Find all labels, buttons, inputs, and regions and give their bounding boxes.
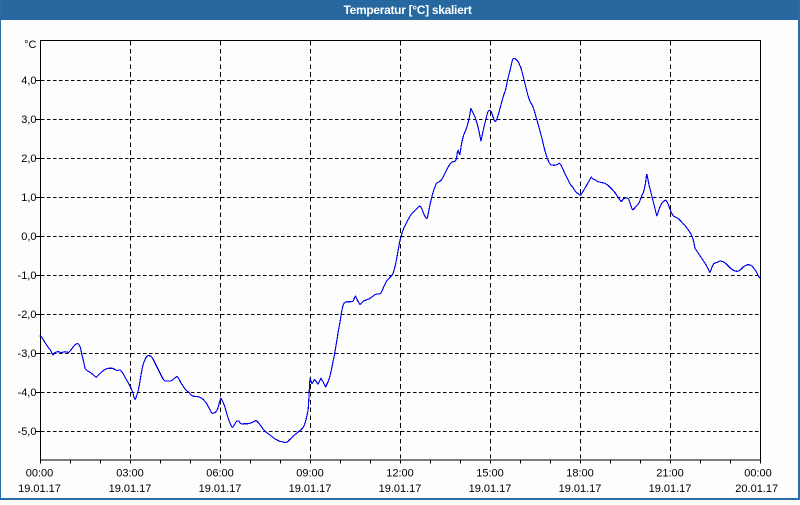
svg-text:-1,0: -1,0 — [18, 270, 37, 282]
svg-text:00:00: 00:00 — [744, 468, 772, 480]
svg-text:21:00: 21:00 — [656, 468, 684, 480]
svg-text:15:00: 15:00 — [476, 468, 504, 480]
svg-text:-2,0: -2,0 — [18, 309, 37, 321]
svg-text:19.01.17: 19.01.17 — [379, 483, 422, 495]
svg-text:20.01.17: 20.01.17 — [735, 483, 778, 495]
svg-text:09:00: 09:00 — [296, 468, 324, 480]
svg-text:3,0: 3,0 — [21, 114, 36, 126]
svg-text:19.01.17: 19.01.17 — [289, 483, 332, 495]
svg-text:19.01.17: 19.01.17 — [18, 483, 61, 495]
svg-text:19.01.17: 19.01.17 — [199, 483, 242, 495]
svg-text:-4,0: -4,0 — [18, 387, 37, 399]
svg-text:-3,0: -3,0 — [18, 348, 37, 360]
svg-text:03:00: 03:00 — [116, 468, 144, 480]
svg-text:19.01.17: 19.01.17 — [559, 483, 602, 495]
svg-text:00:00: 00:00 — [26, 468, 54, 480]
svg-text:2,0: 2,0 — [21, 153, 36, 165]
svg-text:19.01.17: 19.01.17 — [469, 483, 512, 495]
svg-text:°C: °C — [24, 39, 36, 51]
svg-text:0,0: 0,0 — [21, 231, 36, 243]
svg-text:06:00: 06:00 — [206, 468, 234, 480]
svg-text:19.01.17: 19.01.17 — [649, 483, 692, 495]
svg-text:19.01.17: 19.01.17 — [109, 483, 152, 495]
svg-text:18:00: 18:00 — [566, 468, 594, 480]
svg-text:-5,0: -5,0 — [18, 426, 37, 438]
svg-text:12:00: 12:00 — [386, 468, 414, 480]
svg-text:1,0: 1,0 — [21, 192, 36, 204]
svg-text:4,0: 4,0 — [21, 75, 36, 87]
